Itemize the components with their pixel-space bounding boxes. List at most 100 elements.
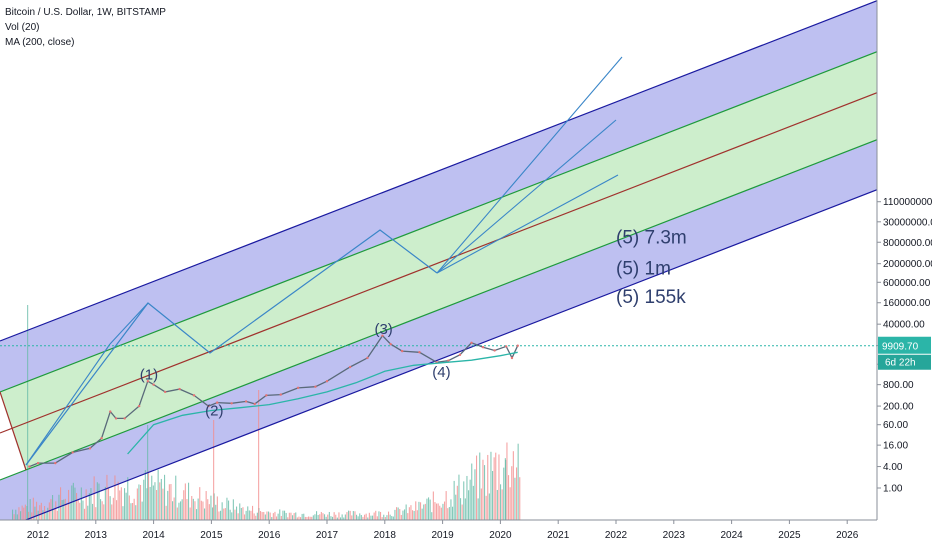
legend-volume[interactable]: Vol (20): [5, 22, 40, 33]
volume-bar: [216, 496, 218, 520]
price-point: [178, 387, 181, 391]
volume-bar: [327, 514, 329, 520]
volume-bar: [84, 508, 86, 520]
volume-bar: [479, 452, 481, 520]
volume-bar: [15, 509, 17, 520]
volume-bar: [336, 517, 338, 520]
countdown-tag: [878, 354, 931, 370]
volume-bar: [400, 514, 402, 520]
volume-bar: [452, 506, 454, 520]
volume-bar: [106, 474, 108, 520]
volume-bar: [503, 467, 505, 520]
price-point: [510, 356, 514, 360]
price-point: [253, 402, 256, 406]
volume-bar: [116, 500, 118, 520]
volume-bar: [461, 504, 463, 520]
volume-bar: [460, 498, 462, 520]
volume-bar: [104, 486, 106, 520]
volume-bar: [189, 507, 191, 520]
volume-bar: [429, 499, 431, 520]
volume-bar: [463, 481, 465, 520]
channel-upper-line: [0, 0, 877, 342]
volume-bar: [448, 507, 450, 520]
volume-bar: [64, 498, 66, 520]
volume-bar: [167, 490, 169, 520]
volume-bar: [482, 459, 484, 520]
channel-middle-band: [0, 51, 877, 480]
volume-bar: [156, 490, 158, 520]
volume-bar: [480, 488, 482, 520]
volume-bar: [392, 516, 394, 520]
price-point: [481, 346, 485, 349]
y-tick-label: 200.00: [883, 402, 914, 413]
x-tick-label: 2019: [431, 530, 454, 541]
volume-bar: [111, 504, 113, 520]
volume-bar: [23, 507, 25, 520]
x-tick-label: 2015: [200, 530, 223, 541]
volume-bar: [237, 513, 239, 520]
x-tick-label: 2021: [547, 530, 570, 541]
volume-bar: [272, 513, 274, 520]
channel-lower-band: [0, 139, 877, 520]
price-point: [71, 451, 74, 454]
volume-bar: [359, 513, 361, 520]
volume-bar: [288, 512, 290, 520]
volume-bar: [447, 508, 449, 520]
price-point: [470, 341, 473, 344]
volume-bar: [311, 516, 313, 520]
volume-bar: [399, 509, 401, 520]
volume-bar: [261, 512, 263, 520]
channel-bands: [0, 0, 877, 520]
x-tick-label: 2012: [27, 530, 50, 541]
volume-bar: [18, 507, 20, 520]
volume-bar: [55, 501, 57, 520]
volume-bar: [405, 504, 407, 520]
volume-bar: [98, 483, 100, 520]
countdown-label: 6d 22h: [885, 358, 916, 369]
volume-bar: [402, 510, 404, 520]
volume-spike: [505, 460, 507, 520]
volume-bar: [13, 514, 15, 520]
volume-bar: [335, 514, 337, 520]
price-point: [230, 402, 233, 405]
projection-line: [109, 302, 149, 345]
volume-bar: [426, 498, 428, 520]
volume-bar: [312, 515, 314, 520]
volume-bar: [28, 511, 30, 520]
y-tick-label: 40000.00: [883, 320, 925, 331]
volume-bar: [124, 488, 126, 520]
wave-labels: (1) (2) (3) (4) (5) 7.3m (5) 1m (5) 155k: [140, 228, 687, 420]
price-point: [279, 393, 282, 396]
projection-line: [436, 119, 617, 274]
volume-bar: [330, 516, 332, 520]
volume-bar: [285, 512, 287, 520]
volume-bar: [432, 491, 434, 520]
volume-bar: [410, 505, 412, 520]
volume-bar: [21, 505, 23, 520]
volume-bar: [223, 508, 225, 520]
volume-bar: [175, 475, 177, 520]
volume-bar: [290, 512, 292, 520]
volume-bar: [136, 488, 138, 520]
price-point: [381, 334, 384, 337]
volume-bar: [471, 463, 473, 520]
volume-bar: [375, 510, 377, 520]
y-tick-label: 30000000.00: [883, 217, 932, 228]
volume-bar: [500, 484, 502, 520]
volume-bar: [484, 465, 486, 520]
x-tick-label: 2023: [663, 530, 686, 541]
volume-bar: [408, 507, 410, 520]
legend-ma[interactable]: MA (200, close): [5, 37, 75, 48]
volume-bar: [266, 511, 268, 520]
legend-symbol[interactable]: Bitcoin / U.S. Dollar, 1W, BITSTAMP: [5, 7, 166, 18]
volume-bar: [138, 484, 140, 520]
volume-bar: [496, 489, 498, 520]
price-point: [109, 410, 112, 413]
volume-bar: [442, 503, 444, 520]
volume-bar: [157, 469, 159, 520]
volume-bar: [308, 516, 310, 520]
volume-bar: [143, 479, 145, 520]
volume-bar: [210, 495, 212, 520]
volume-bar: [416, 510, 418, 520]
